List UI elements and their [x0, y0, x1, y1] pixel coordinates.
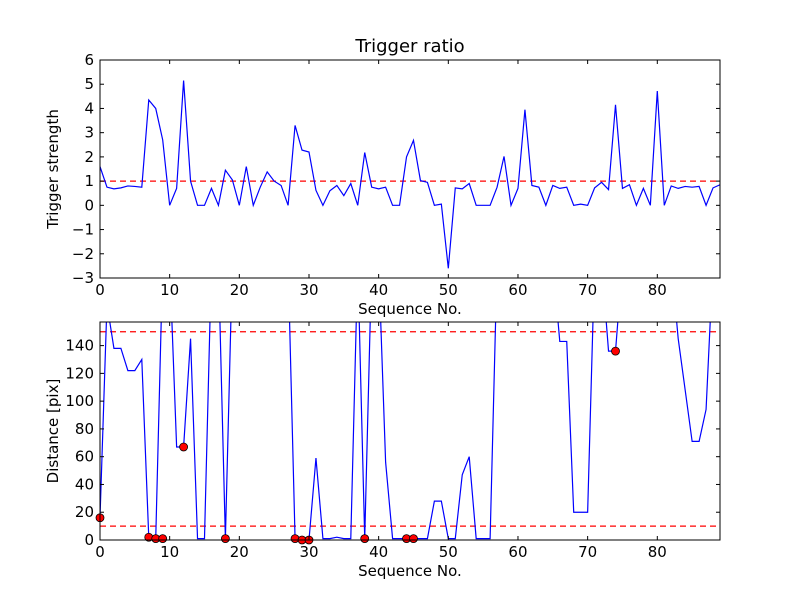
top-xtick-label: 0	[95, 281, 105, 299]
bottom-xtick-label: 20	[230, 543, 249, 561]
top-ytick-label: 4	[84, 99, 94, 117]
top-x-axis-label: Sequence No.	[358, 300, 462, 318]
top-chart-title: Trigger ratio	[354, 36, 464, 57]
trigger-ratio-panel: 0 10 20 30 40 50 60 70 80 −3 −2 −1 0 1 2 3 4 5 6 Trigger ra…	[44, 36, 721, 318]
top-xtick-label: 70	[578, 281, 597, 299]
top-ytick-label: 6	[84, 51, 94, 69]
bottom-ytick-label: 60	[75, 448, 94, 466]
top-ytick-label: −3	[72, 269, 94, 287]
bottom-xtick-label: 50	[439, 543, 458, 561]
top-ytick-label: −2	[72, 245, 94, 263]
bottom-xtick-label: 80	[648, 543, 667, 561]
bottom-ytick-label: 140	[65, 337, 94, 355]
bottom-ytick-label: 20	[75, 503, 94, 521]
top-ytick-label: 1	[84, 172, 94, 190]
top-xtick-label: 50	[439, 281, 458, 299]
bottom-xtick-label: 0	[95, 543, 105, 561]
distance-panel: 0 10 20 30 40 50 60 70 80 0 20 40 60 80 100 120 140 Seque…	[44, 321, 721, 580]
top-xtick-label: 30	[299, 281, 318, 299]
top-ytick-label: 0	[84, 196, 94, 214]
bottom-ytick-label: 120	[65, 364, 94, 382]
bottom-marker-point	[179, 442, 188, 452]
top-ytick-label: −1	[72, 221, 94, 239]
bottom-xtick-label: 40	[369, 543, 388, 561]
top-xtick-label: 80	[648, 281, 667, 299]
top-y-axis-label: Trigger strength	[44, 109, 62, 230]
top-xtick-label: 40	[369, 281, 388, 299]
bottom-ytick-label: 80	[75, 420, 94, 438]
top-xtick-label: 60	[508, 281, 527, 299]
bottom-marker-point	[409, 534, 418, 544]
top-ytick-label: 2	[84, 148, 94, 166]
bottom-marker-point	[220, 534, 230, 544]
top-xtick-label: 20	[230, 281, 249, 299]
bottom-ytick-label: 0	[84, 531, 94, 549]
bottom-y-axis-label: Distance [pix]	[44, 379, 62, 484]
bottom-ytick-label: 40	[75, 475, 94, 493]
bottom-ytick-label: 100	[65, 392, 94, 410]
bottom-xtick-label: 70	[578, 543, 597, 561]
top-series-line	[100, 80, 720, 269]
bottom-x-axis-label: Sequence No.	[358, 562, 462, 580]
bottom-marker-point	[611, 346, 620, 356]
bottom-xtick-label: 10	[160, 543, 179, 561]
top-xtick-label: 10	[160, 281, 179, 299]
top-ytick-label: 3	[84, 124, 94, 142]
top-axes-frame	[99, 59, 721, 279]
bottom-xtick-label: 60	[508, 543, 527, 561]
bottom-marker-point	[158, 534, 168, 544]
bottom-axes-frame	[99, 321, 721, 541]
bottom-marker-point	[360, 534, 370, 544]
top-ytick-label: 5	[84, 75, 94, 93]
bottom-xtick-label: 30	[299, 543, 318, 561]
